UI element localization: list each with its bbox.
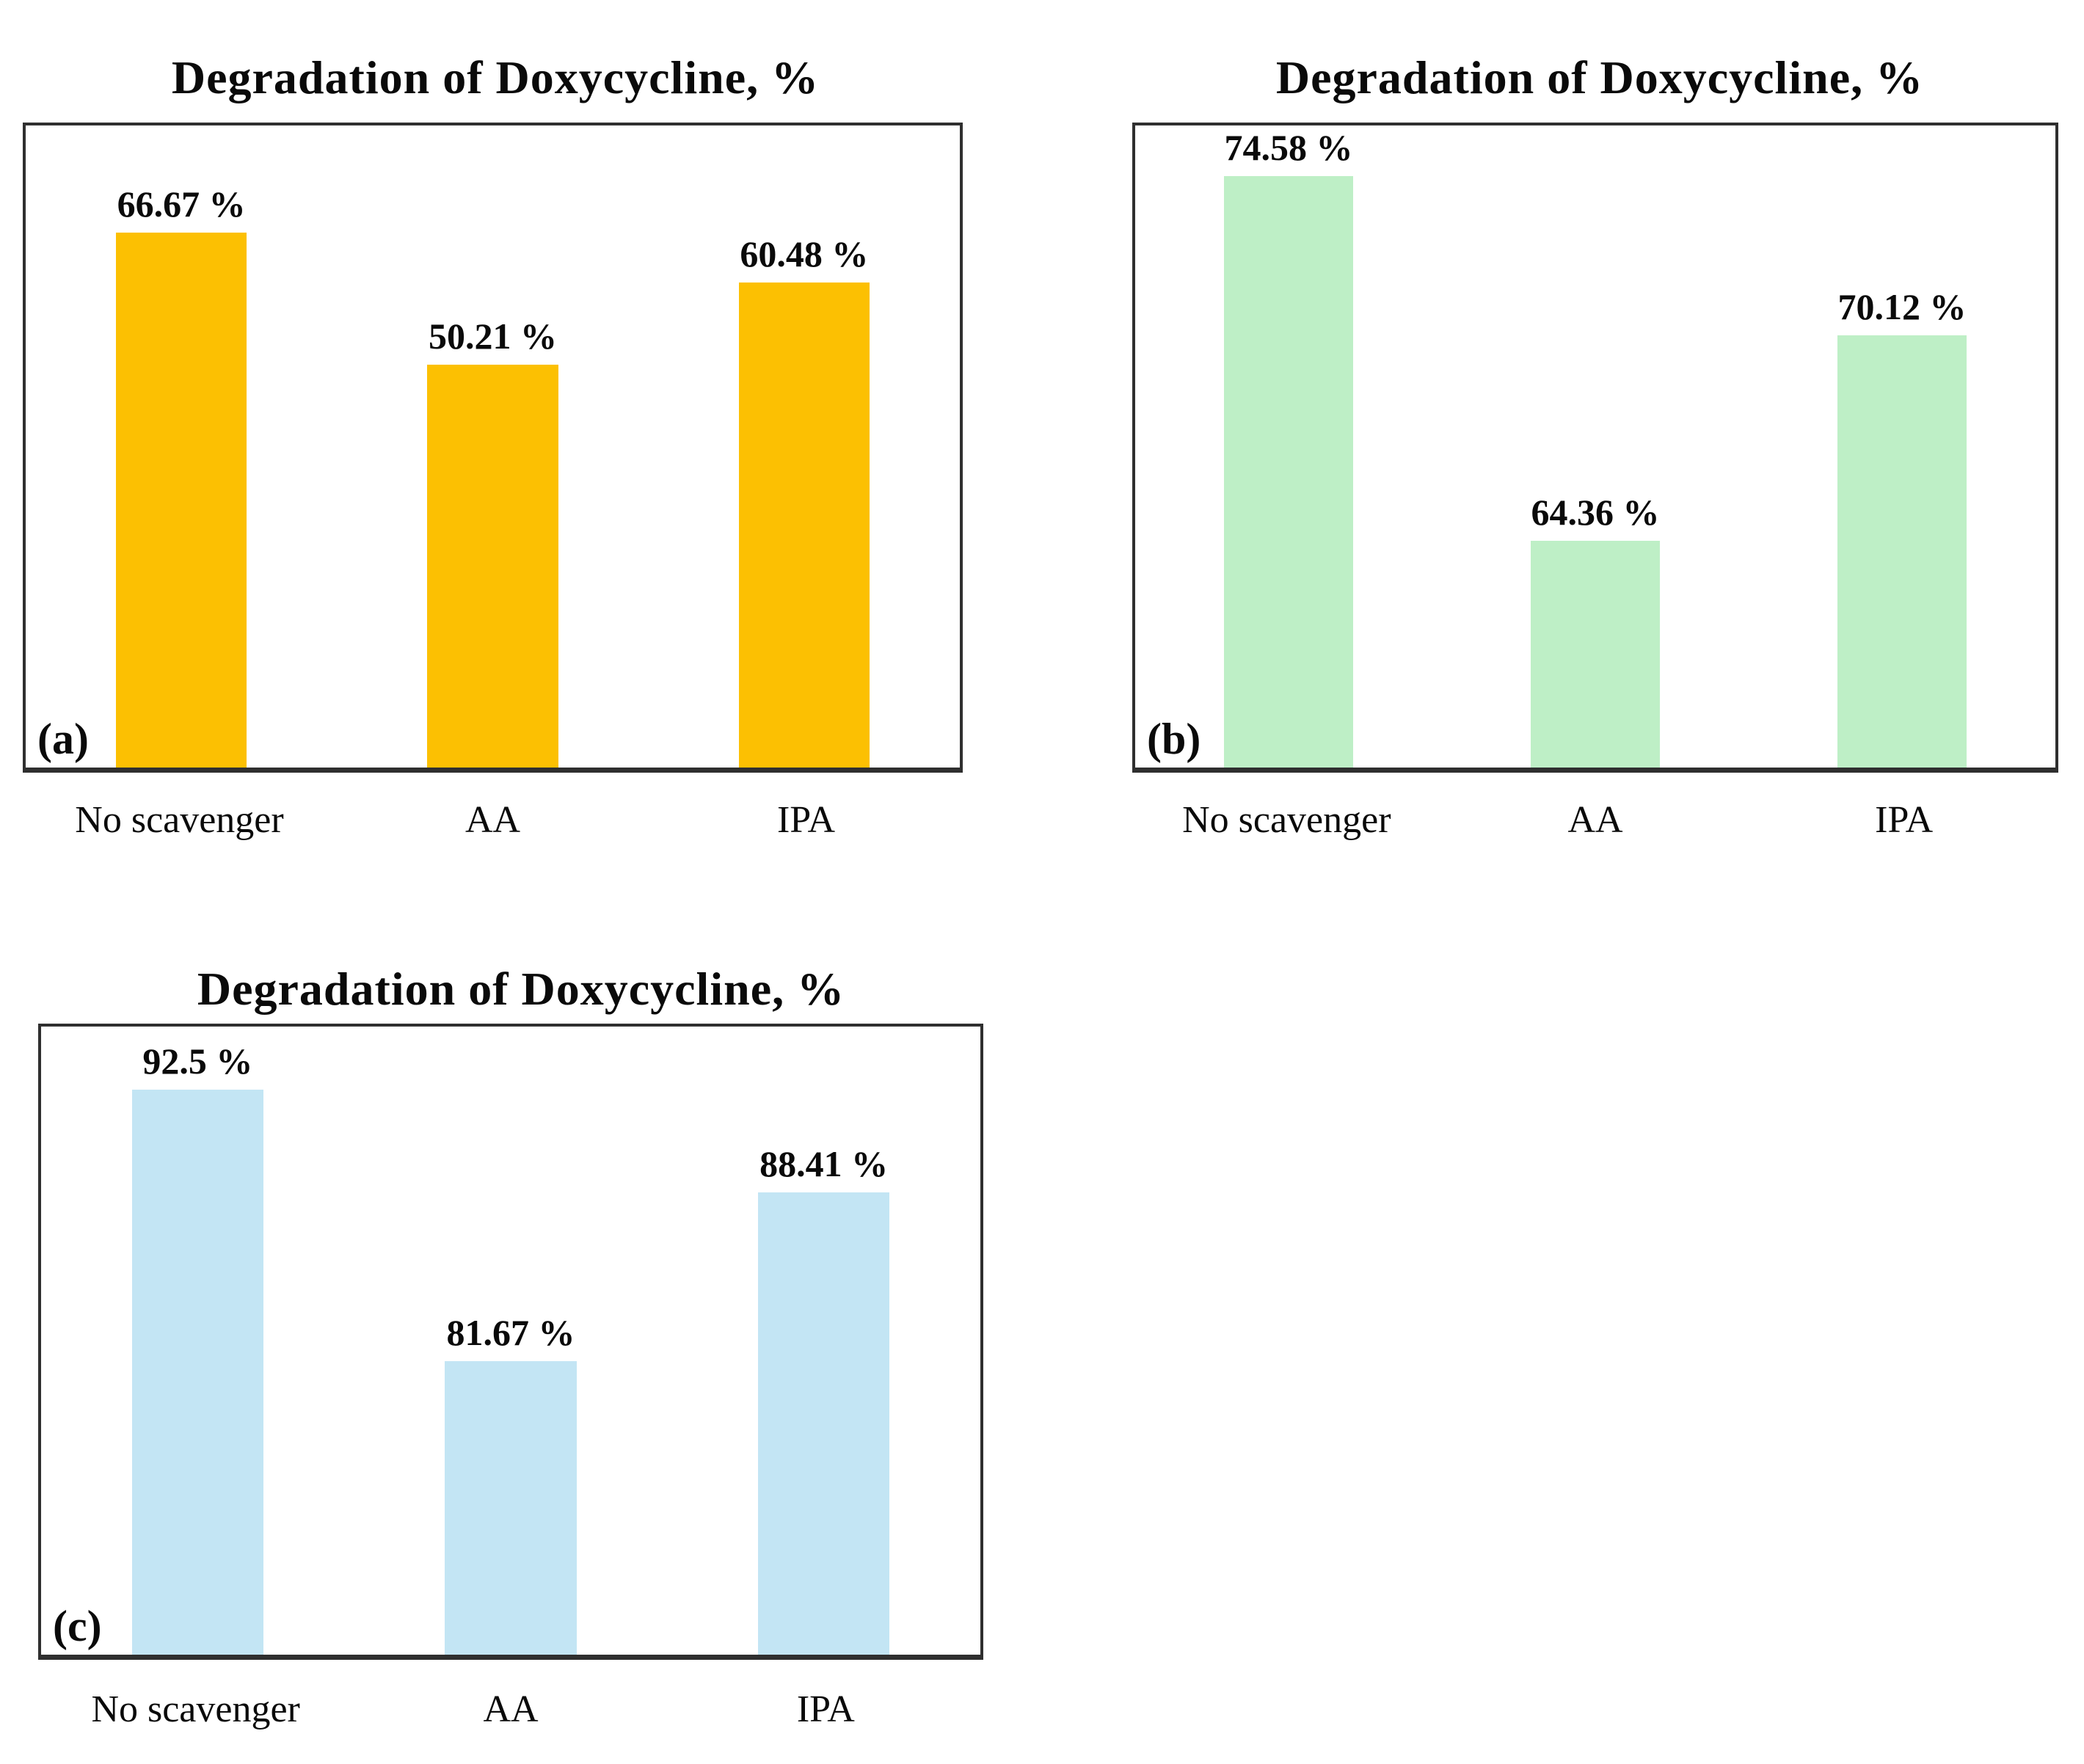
bar-aa [445, 1361, 577, 1655]
chart-a-panel-letter: (a) [37, 715, 89, 763]
value-label: 50.21 % [428, 315, 557, 357]
bar-aa [427, 364, 558, 768]
category-label-aa: AA [1567, 799, 1623, 841]
value-label: 74.58 % [1224, 127, 1353, 169]
bar-column: 88.41 % [667, 1027, 980, 1655]
bar-column: 81.67 % [354, 1027, 668, 1655]
chart-a-plot-area: (a) 66.67 % 50.21 % 60.48 % [23, 123, 963, 773]
chart-a-title: Degradation of Doxycycline, % [171, 51, 820, 104]
bar-aa [1531, 540, 1660, 768]
category-label-aa: AA [483, 1688, 539, 1730]
bar-column: 70.12 % [1749, 125, 2055, 768]
category-label-no-scavenger: No scavenger [1182, 799, 1391, 841]
bar-no-scavenger [131, 1089, 263, 1655]
category-label-ipa: IPA [776, 799, 835, 841]
category-label-no-scavenger: No scavenger [91, 1688, 300, 1730]
chart-c-category-axis: No scavenger AA IPA [38, 1688, 983, 1731]
bar-no-scavenger [116, 232, 247, 768]
value-label: 64.36 % [1531, 491, 1660, 533]
category-label-aa: AA [464, 799, 521, 841]
value-label: 70.12 % [1837, 285, 1967, 327]
bar-column: 74.58 % [1135, 125, 1442, 768]
category-label-ipa: IPA [1875, 799, 1934, 841]
category-label-no-scavenger: No scavenger [75, 799, 284, 841]
value-label: 92.5 % [142, 1040, 253, 1082]
chart-c-panel-letter: (c) [53, 1602, 102, 1650]
bar-ipa [1837, 335, 1967, 768]
value-label: 66.67 % [117, 183, 246, 225]
chart-c-title: Degradation of Doxycycline, % [197, 963, 845, 1016]
bar-column: 64.36 % [1442, 125, 1749, 768]
chart-b-category-axis: No scavenger AA IPA [1132, 798, 2058, 842]
chart-b-title: Degradation of Doxycycline, % [1275, 51, 1924, 104]
bar-no-scavenger [1224, 176, 1353, 768]
bar-column: 50.21 % [337, 125, 648, 768]
bar-ipa [738, 282, 870, 768]
bar-ipa [758, 1192, 890, 1655]
value-label: 81.67 % [446, 1312, 575, 1354]
value-label: 88.41 % [759, 1142, 889, 1184]
bar-column: 66.67 % [26, 125, 337, 768]
value-label: 60.48 % [740, 233, 869, 274]
chart-b-panel-letter: (b) [1147, 715, 1201, 763]
category-label-ipa: IPA [796, 1688, 855, 1730]
bar-column: 60.48 % [649, 125, 960, 768]
bar-column: 92.5 % [41, 1027, 354, 1655]
chart-c-plot-area: (c) 92.5 % 81.67 % 88.41 % [38, 1024, 983, 1660]
chart-b-plot-area: (b) 74.58 % 64.36 % 70.12 % [1132, 123, 2058, 773]
chart-a-category-axis: No scavenger AA IPA [23, 798, 963, 842]
